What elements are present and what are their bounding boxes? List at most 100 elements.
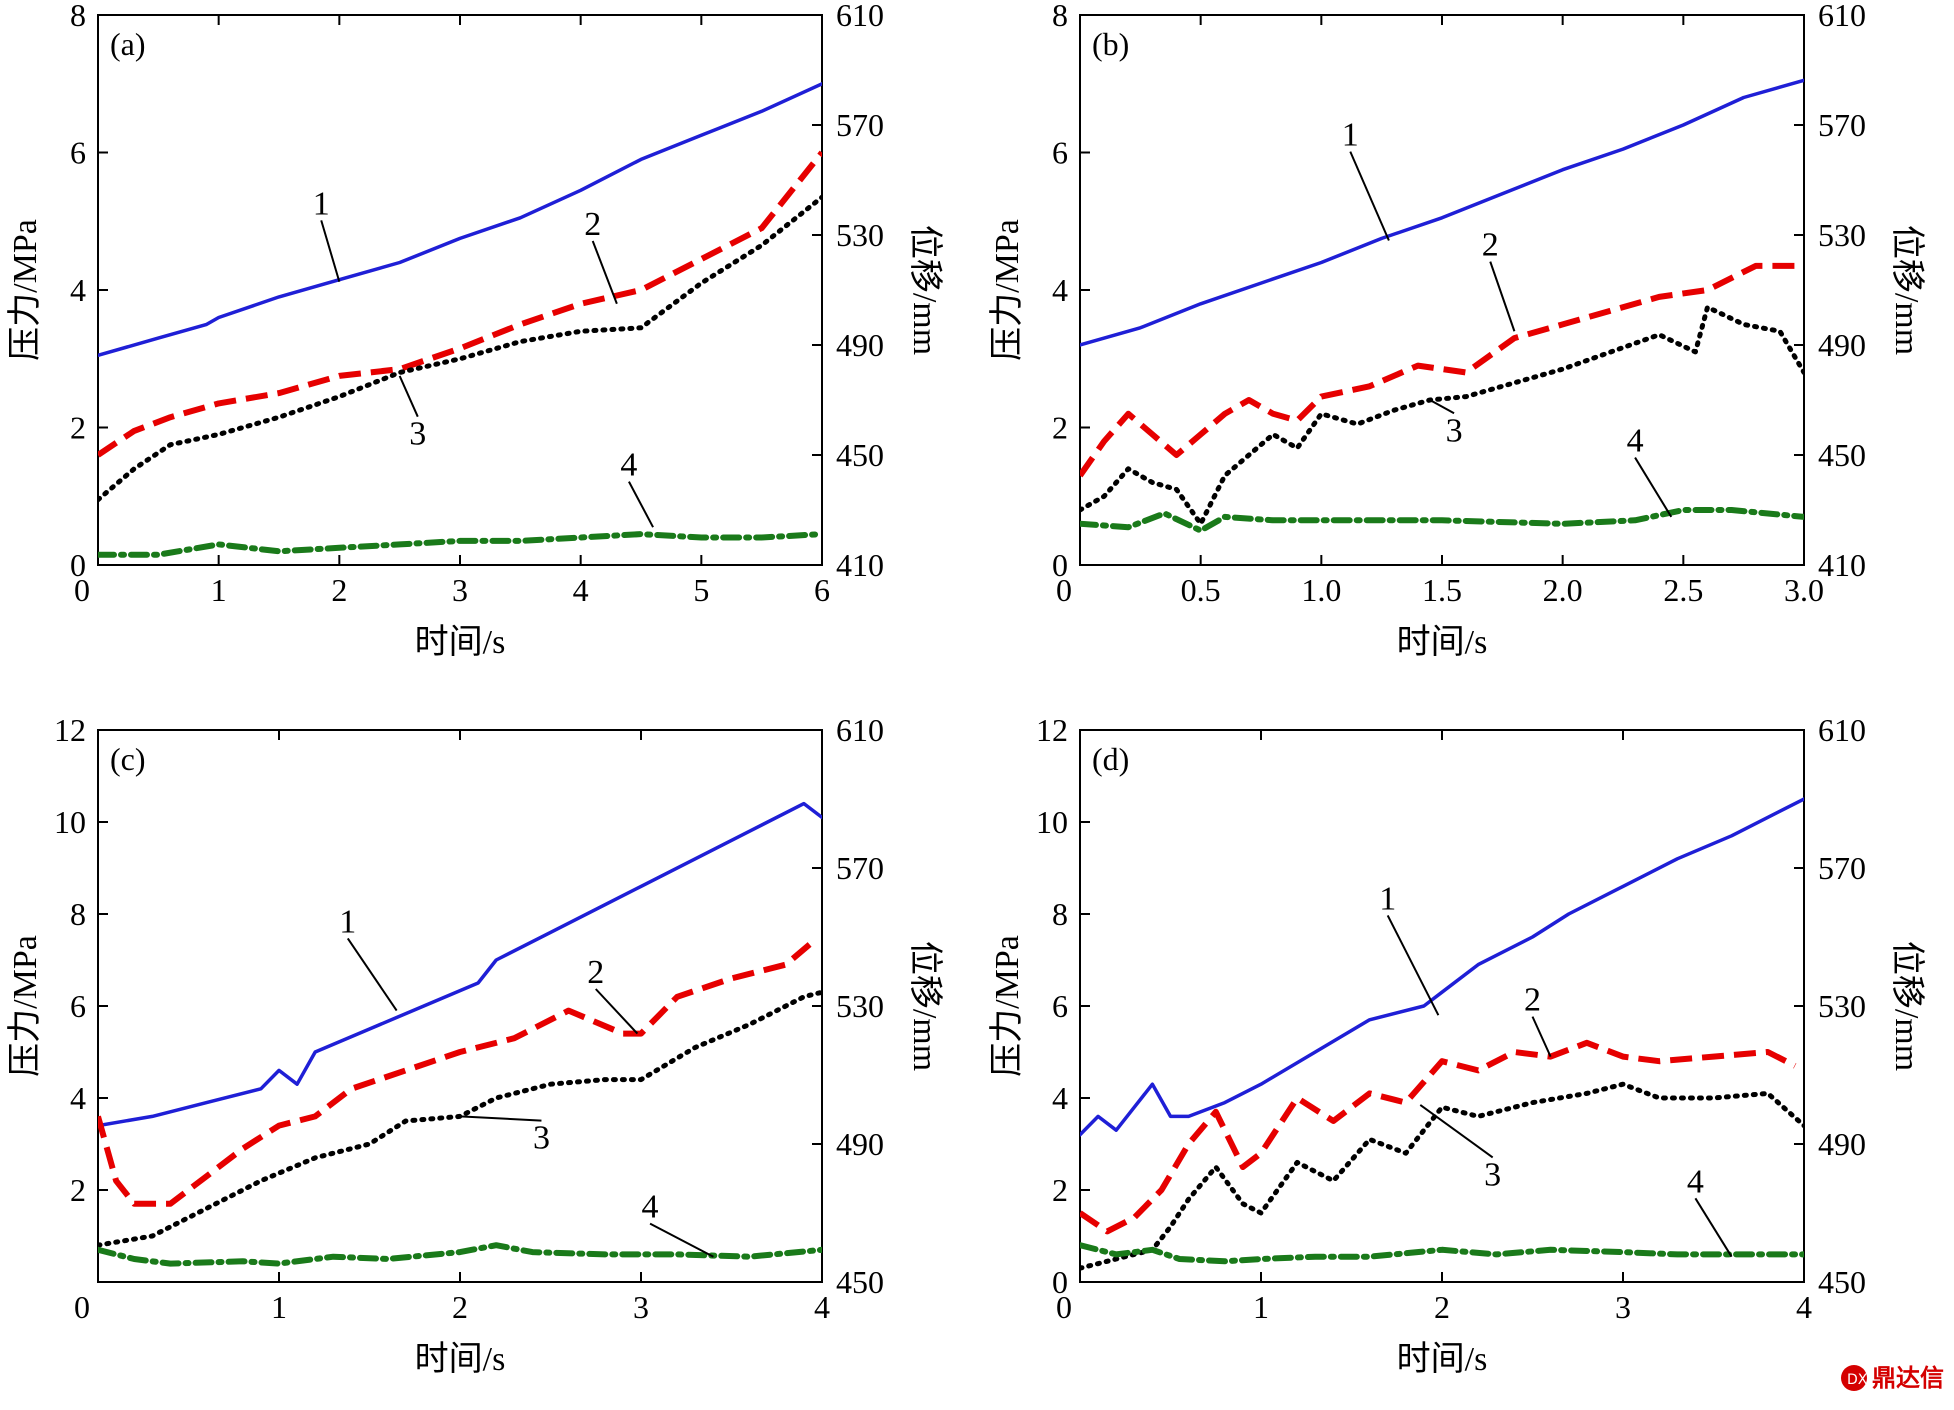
x-axis-title: 时间/s [415, 624, 506, 661]
y-tick-label: 6 [70, 135, 86, 171]
callout-leader [346, 937, 398, 1012]
y-tick-label: 6 [70, 988, 86, 1024]
x-tick-label: 0 [1056, 572, 1072, 608]
y2-tick-label: 530 [1818, 217, 1866, 253]
series-line-1 [98, 801, 822, 1128]
x-tick-label: 1.5 [1422, 572, 1462, 608]
y2-tick-label: 570 [1818, 850, 1866, 886]
y2-tick-label: 570 [836, 107, 884, 143]
y-tick-label: 10 [54, 804, 86, 840]
y2-tick-label: 450 [836, 437, 884, 473]
x-tick-label: 4 [814, 1289, 830, 1325]
series-line-4 [1080, 507, 1804, 534]
x-tick-label: 0 [1056, 1289, 1072, 1325]
panel-label: (b) [1092, 26, 1129, 62]
x-tick-label: 5 [693, 572, 709, 608]
y2-tick-label: 530 [836, 217, 884, 253]
watermark: DX 鼎达信 [1841, 1364, 1944, 1392]
series-line-2 [1080, 1039, 1797, 1235]
callout-leader [1531, 1016, 1552, 1058]
callout-leader [649, 1222, 714, 1258]
y2-tick-label: 530 [1818, 988, 1866, 1024]
series-line-3 [98, 194, 822, 503]
callout-leader [398, 375, 419, 418]
y-tick-label: 12 [54, 712, 86, 748]
callout-label: 1 [313, 185, 330, 222]
series-line-2 [98, 939, 815, 1207]
y-tick-label: 2 [70, 410, 86, 446]
series-line-4 [98, 1242, 822, 1267]
series-line-3 [1080, 1081, 1804, 1271]
x-tick-label: 4 [573, 572, 589, 608]
y-tick-label: 2 [1052, 1172, 1068, 1208]
callout-label: 4 [620, 447, 637, 484]
callout-leader [628, 481, 654, 528]
y-tick-label: 0 [1052, 547, 1068, 583]
x-tick-label: 2.5 [1663, 572, 1703, 608]
y2-tick-label: 410 [1818, 547, 1866, 583]
y2-axis-title: 位移/mm [1888, 941, 1926, 1071]
callout-leader [591, 240, 618, 305]
y-tick-label: 0 [70, 547, 86, 583]
callout-label: 1 [1379, 880, 1396, 917]
series-line-2 [1080, 262, 1804, 478]
callout-label: 4 [1627, 423, 1644, 460]
y-tick-label: 4 [70, 272, 86, 308]
y2-tick-label: 490 [1818, 1126, 1866, 1162]
series-line-1 [98, 82, 822, 358]
x-axis-title: 时间/s [415, 1341, 506, 1378]
series-line-1 [1080, 797, 1804, 1137]
y2-tick-label: 570 [836, 850, 884, 886]
callout-label: 2 [584, 206, 601, 243]
y2-tick-label: 450 [1818, 1264, 1866, 1300]
callout-label: 1 [1342, 117, 1359, 154]
x-tick-label: 2.0 [1543, 572, 1583, 608]
x-tick-label: 3.0 [1784, 572, 1824, 608]
x-tick-label: 3 [633, 1289, 649, 1325]
callout-label: 4 [1687, 1163, 1704, 1200]
y-tick-label: 10 [1036, 804, 1068, 840]
y-tick-label: 0 [1052, 1264, 1068, 1300]
x-tick-label: 1 [271, 1289, 287, 1325]
y2-axis-title: 位移/mm [906, 225, 944, 355]
callout-leader [1634, 457, 1673, 518]
y2-tick-label: 530 [836, 988, 884, 1024]
y-axis-title: 压力/MPa [988, 219, 1026, 361]
callout-label: 4 [642, 1189, 659, 1226]
y-axis-title: 压力/MPa [988, 935, 1026, 1077]
callout-label: 2 [587, 954, 604, 991]
y2-tick-label: 610 [1818, 712, 1866, 748]
y-tick-label: 8 [1052, 896, 1068, 932]
y-axis-title: 压力/MPa [6, 219, 44, 361]
panel-label: (c) [110, 741, 146, 777]
ddx-logo-icon [1841, 1365, 1867, 1391]
y2-axis-title: 位移/mm [906, 941, 944, 1071]
callout-leader [459, 1115, 542, 1122]
y2-tick-label: 610 [1818, 0, 1866, 33]
plot-frame [97, 729, 823, 1283]
y-tick-label: 8 [70, 0, 86, 33]
callout-label: 3 [533, 1120, 550, 1157]
x-axis-title: 时间/s [1397, 624, 1488, 661]
series-line-4 [1080, 1242, 1804, 1265]
callout-leader [1489, 261, 1516, 332]
x-tick-label: 2 [452, 1289, 468, 1325]
y2-tick-label: 410 [836, 547, 884, 583]
callout-leader [1429, 399, 1455, 415]
x-tick-label: 4 [1796, 1289, 1812, 1325]
y2-axis-title: 位移/mm [1888, 225, 1926, 355]
y-tick-label: 4 [1052, 272, 1068, 308]
callout-leader [1419, 1104, 1494, 1159]
y-tick-label: 12 [1036, 712, 1068, 748]
x-tick-label: 3 [452, 572, 468, 608]
y2-tick-label: 610 [836, 0, 884, 33]
panel-b: 0 0.5 1.0 1.5 2.0 2.5 3.0 0 2 4 6 8 410 450 490 530 570 6… [988, 0, 1926, 661]
y2-tick-label: 490 [1818, 327, 1866, 363]
series-line-1 [1080, 78, 1804, 347]
callout-label: 3 [1446, 412, 1463, 449]
y-tick-label: 4 [70, 1080, 86, 1116]
callout-leader [1349, 151, 1390, 241]
x-axis-title: 时间/s [1397, 1341, 1488, 1378]
